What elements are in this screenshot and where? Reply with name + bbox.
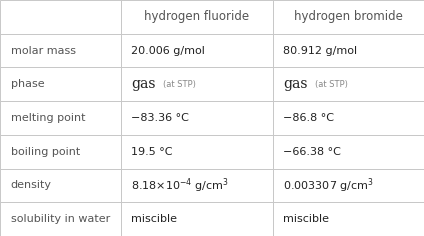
Bar: [273, 101, 424, 135]
Text: melting point: melting point: [11, 113, 85, 123]
Text: −83.36 °C: −83.36 °C: [131, 113, 189, 123]
Bar: [121, 34, 273, 67]
Text: gas: gas: [131, 77, 156, 91]
Bar: [273, 0, 424, 34]
Bar: [121, 67, 273, 101]
Bar: [0, 169, 121, 202]
Text: miscible: miscible: [131, 214, 177, 224]
Bar: [0, 135, 121, 169]
Text: molar mass: molar mass: [11, 46, 75, 55]
Bar: [121, 0, 273, 34]
Bar: [273, 135, 424, 169]
Text: (at STP): (at STP): [315, 80, 348, 89]
Bar: [0, 34, 121, 67]
Text: miscible: miscible: [283, 214, 329, 224]
Text: 20.006 g/mol: 20.006 g/mol: [131, 46, 205, 55]
Bar: [273, 34, 424, 67]
Bar: [273, 202, 424, 236]
Text: −86.8 °C: −86.8 °C: [283, 113, 334, 123]
Bar: [273, 169, 424, 202]
Text: phase: phase: [11, 79, 44, 89]
Bar: [0, 202, 121, 236]
Bar: [0, 101, 121, 135]
Text: boiling point: boiling point: [11, 147, 80, 157]
Bar: [0, 0, 121, 34]
Text: gas: gas: [283, 77, 308, 91]
Bar: [273, 67, 424, 101]
Text: hydrogen bromide: hydrogen bromide: [294, 10, 403, 23]
Bar: [121, 101, 273, 135]
Text: $8.18{\times}10^{-4}\ \mathrm{g/cm^3}$: $8.18{\times}10^{-4}\ \mathrm{g/cm^3}$: [131, 176, 229, 195]
Text: 80.912 g/mol: 80.912 g/mol: [283, 46, 357, 55]
Text: $0.003307\ \mathrm{g/cm^3}$: $0.003307\ \mathrm{g/cm^3}$: [283, 176, 374, 195]
Bar: [121, 202, 273, 236]
Text: 19.5 °C: 19.5 °C: [131, 147, 173, 157]
Bar: [121, 169, 273, 202]
Text: hydrogen fluoride: hydrogen fluoride: [144, 10, 249, 23]
Text: −66.38 °C: −66.38 °C: [283, 147, 341, 157]
Bar: [121, 135, 273, 169]
Text: (at STP): (at STP): [163, 80, 196, 89]
Bar: [0, 67, 121, 101]
Text: density: density: [11, 181, 52, 190]
Text: solubility in water: solubility in water: [11, 214, 110, 224]
